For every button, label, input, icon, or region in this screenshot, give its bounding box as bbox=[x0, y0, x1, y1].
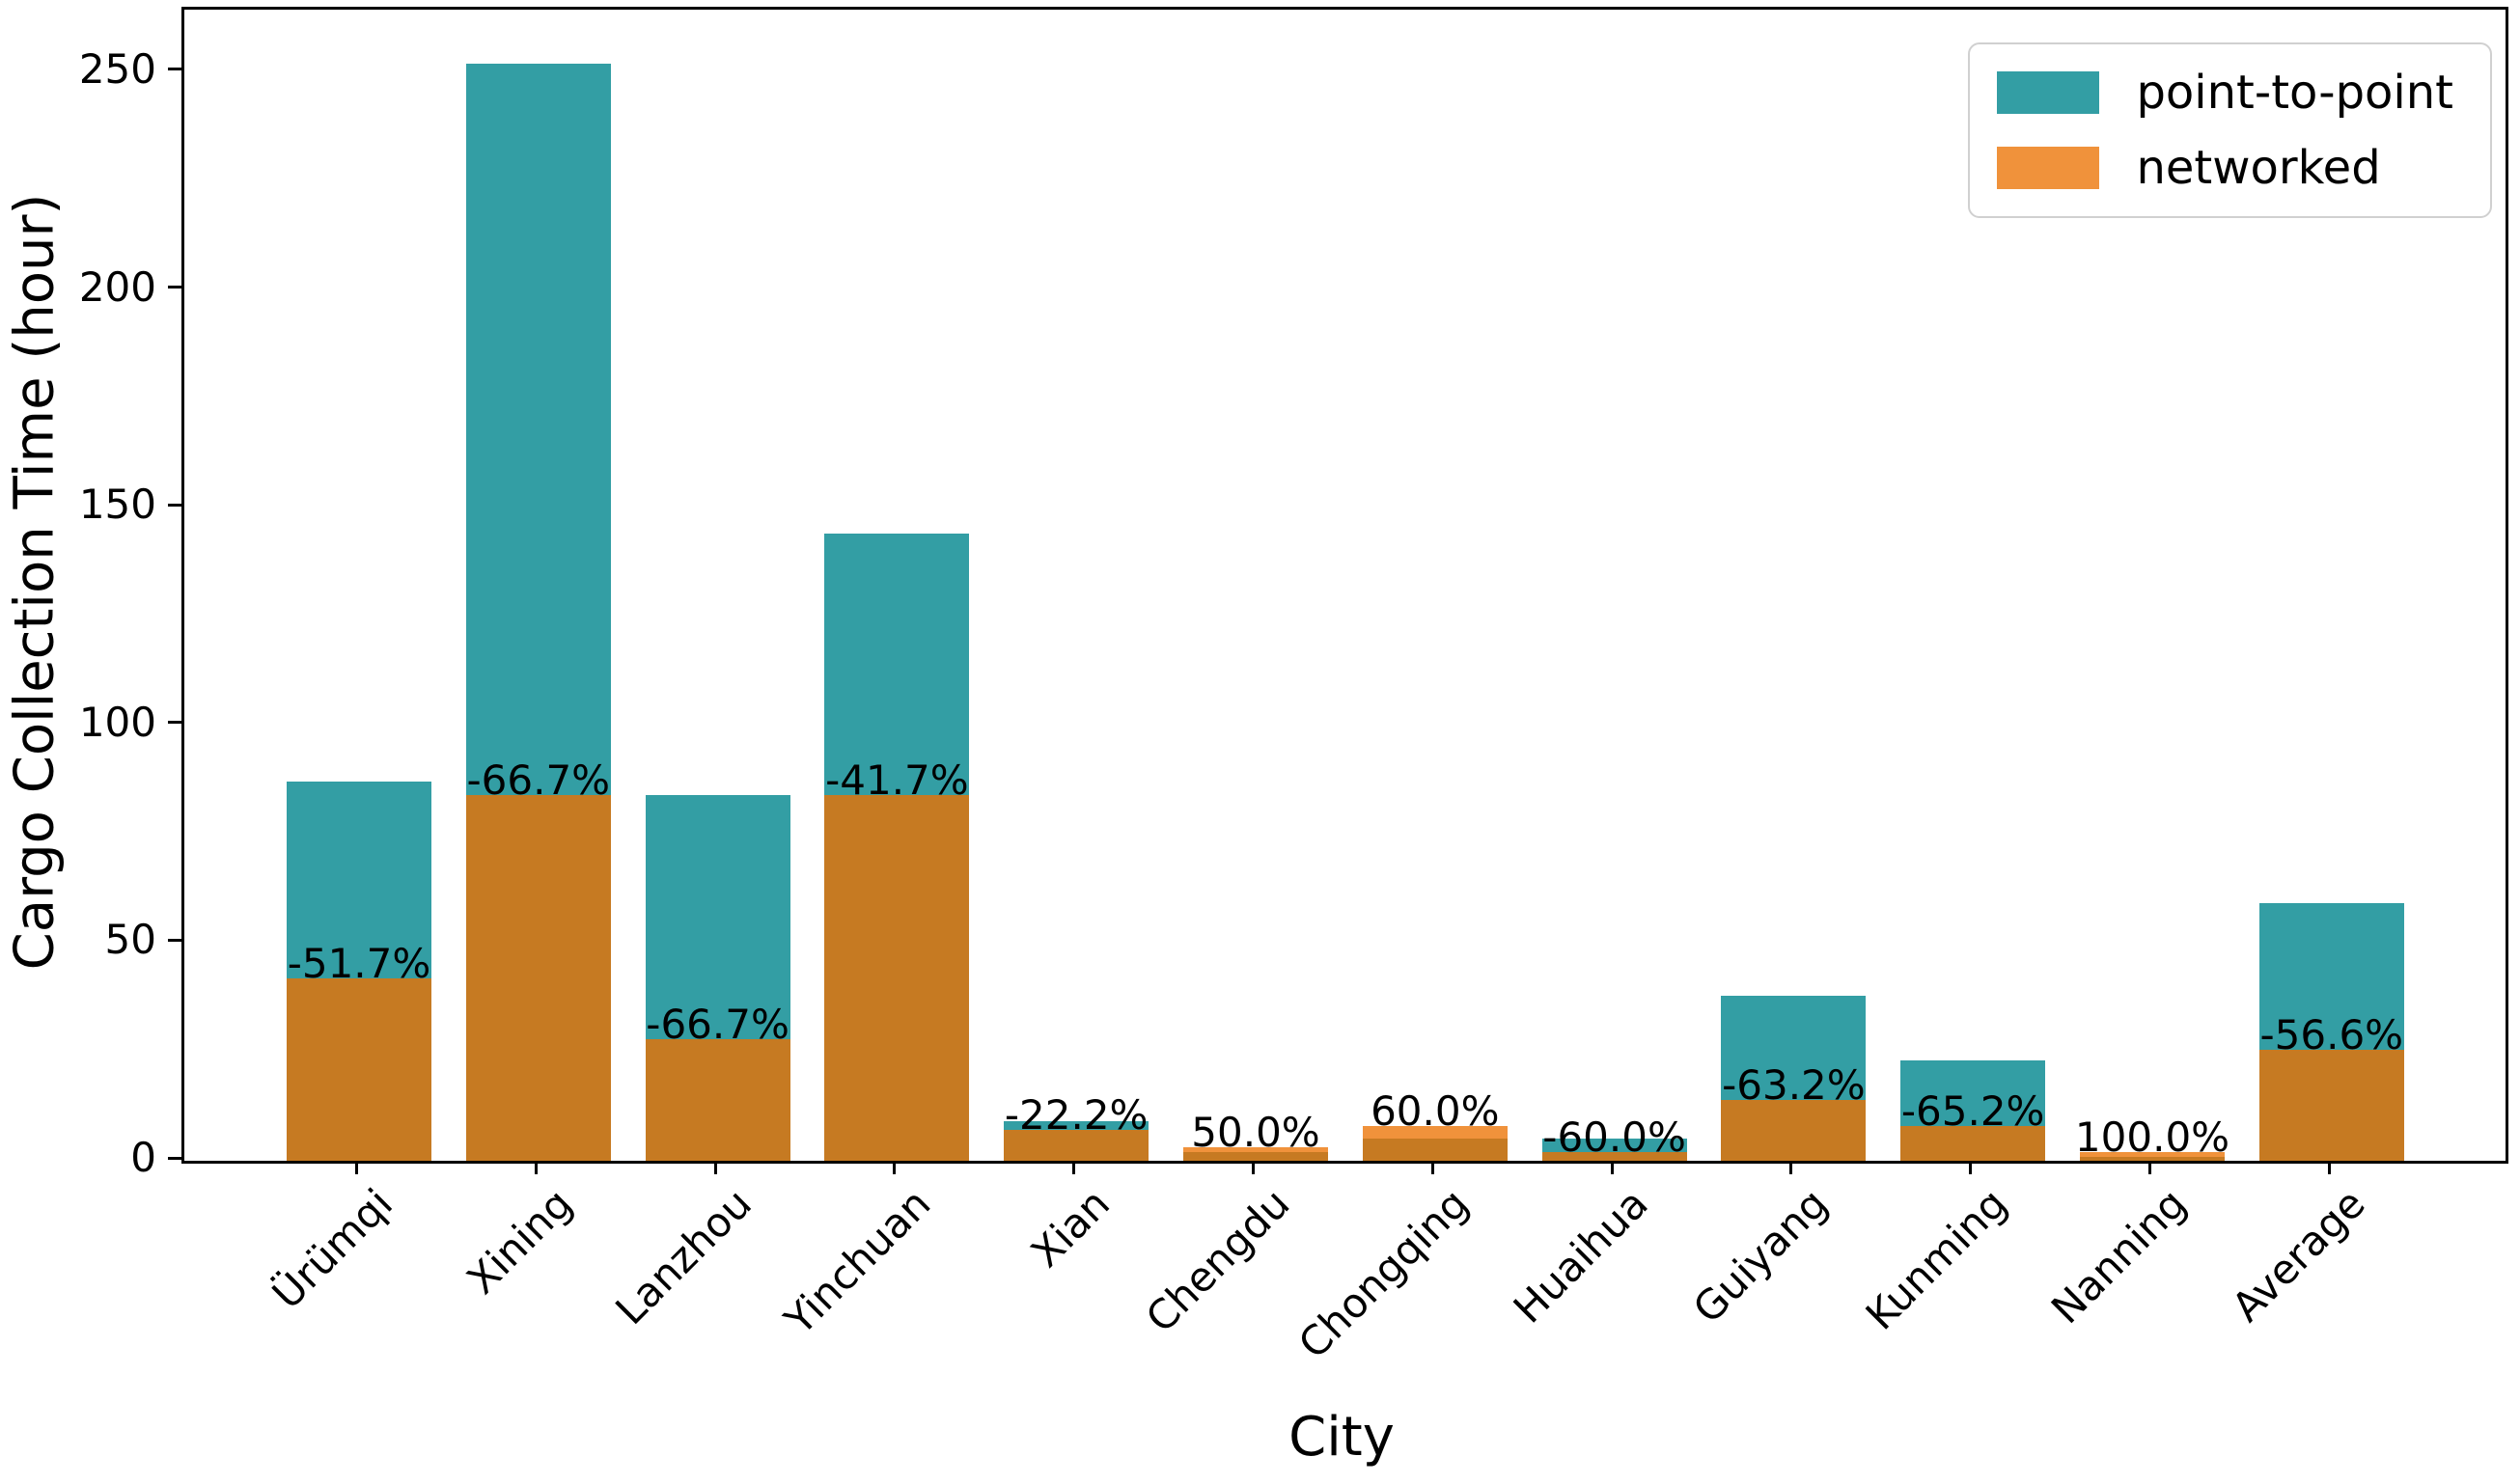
bar-overlap-Chengdu bbox=[1183, 1151, 1328, 1161]
bar-overlap-Guiyang bbox=[1721, 1099, 1867, 1161]
x-tick-mark-Yinchuan bbox=[893, 1161, 897, 1174]
bar-point-to-point-Kunming bbox=[1900, 1060, 2046, 1126]
x-tick-label-Huaihua: Huaihua bbox=[1504, 1179, 1657, 1333]
bar-label-Kunming: -65.2% bbox=[1900, 1086, 2045, 1135]
x-tick-mark-Xining bbox=[534, 1161, 538, 1174]
x-tick-mark-Chengdu bbox=[1252, 1161, 1255, 1174]
x-tick-label-Ürümqi: Ürümqi bbox=[263, 1179, 402, 1319]
y-axis-label: Cargo Collection Time (hour) bbox=[3, 193, 67, 971]
legend-label-point-to-point: point-to-point bbox=[2136, 66, 2453, 120]
y-tick-mark-100 bbox=[168, 721, 181, 725]
bar-overlap-Kunming bbox=[1900, 1125, 2046, 1161]
bar-overlap-Xian bbox=[1004, 1130, 1149, 1161]
y-tick-mark-0 bbox=[168, 1156, 181, 1160]
x-tick-label-Lanzhou: Lanzhou bbox=[606, 1179, 761, 1334]
x-tick-label-Chengdu: Chengdu bbox=[1136, 1179, 1299, 1342]
x-tick-label-Xining: Xining bbox=[457, 1179, 582, 1304]
x-tick-label-Guiyang: Guiyang bbox=[1683, 1179, 1837, 1333]
bar-networked-Chongqing bbox=[1362, 1125, 1508, 1140]
bar-label-Ürümqi: -51.7% bbox=[287, 939, 431, 987]
legend-item-networked: networked bbox=[1997, 143, 2453, 193]
bar-label-Yinchuan: -41.7% bbox=[825, 756, 969, 804]
y-tick-mark-150 bbox=[168, 503, 181, 507]
x-tick-label-Yinchuan: Yinchuan bbox=[775, 1179, 940, 1344]
y-tick-label-50: 50 bbox=[104, 916, 156, 964]
bar-label-Average: -56.6% bbox=[2259, 1010, 2404, 1058]
bar-point-to-point-Xian bbox=[1004, 1121, 1149, 1131]
legend-item-point-to-point: point-to-point bbox=[1997, 68, 2453, 118]
x-tick-mark-Nanning bbox=[2148, 1161, 2151, 1174]
bar-label-Nanning: 100.0% bbox=[2074, 1113, 2230, 1161]
bar-networked-Nanning bbox=[2080, 1152, 2225, 1157]
y-tick-label-250: 250 bbox=[78, 44, 156, 93]
y-tick-mark-250 bbox=[168, 68, 181, 71]
x-tick-label-Average: Average bbox=[2223, 1179, 2375, 1332]
legend-swatch-point-to-point bbox=[1997, 71, 2100, 114]
x-tick-mark-Lanzhou bbox=[713, 1161, 717, 1174]
legend: point-to-point networked bbox=[1968, 42, 2492, 218]
x-tick-mark-Average bbox=[2327, 1161, 2331, 1174]
x-tick-label-Nanning: Nanning bbox=[2041, 1179, 2196, 1333]
bar-overlap-Chongqing bbox=[1362, 1139, 1508, 1161]
bar-point-to-point-Average bbox=[2258, 903, 2404, 1050]
bar-point-to-point-Guiyang bbox=[1721, 995, 1867, 1100]
bar-label-Chengdu: 50.0% bbox=[1191, 1109, 1320, 1157]
bar-overlap-Ürümqi bbox=[287, 977, 431, 1161]
bar-point-to-point-Xining bbox=[465, 63, 611, 795]
bar-overlap-Xining bbox=[465, 794, 611, 1161]
y-tick-label-150: 150 bbox=[78, 481, 156, 529]
legend-label-networked: networked bbox=[2136, 141, 2381, 195]
bar-point-to-point-Ürümqi bbox=[287, 782, 431, 978]
x-tick-mark-Ürümqi bbox=[355, 1161, 358, 1174]
bar-overlap-Yinchuan bbox=[824, 794, 970, 1161]
bar-networked-Chengdu bbox=[1183, 1147, 1328, 1152]
bar-overlap-Lanzhou bbox=[645, 1038, 790, 1161]
bar-point-to-point-Lanzhou bbox=[645, 795, 790, 1039]
x-tick-mark-Kunming bbox=[1969, 1161, 1973, 1174]
x-tick-mark-Xian bbox=[1072, 1161, 1076, 1174]
legend-swatch-networked bbox=[1997, 147, 2100, 189]
bar-label-Chongqing: 60.0% bbox=[1371, 1086, 1500, 1135]
bar-point-to-point-Yinchuan bbox=[824, 534, 970, 795]
bar-label-Huaihua: -60.0% bbox=[1542, 1113, 1686, 1161]
x-tick-label-Chongqing: Chongqing bbox=[1289, 1179, 1479, 1368]
y-tick-label-100: 100 bbox=[78, 698, 156, 746]
bar-overlap-Average bbox=[2258, 1049, 2404, 1161]
plot-area: point-to-point networked -51.7% -66.7% -66… bbox=[181, 7, 2508, 1164]
bar-overlap-Nanning bbox=[2080, 1156, 2225, 1161]
bar-label-Lanzhou: -66.7% bbox=[646, 1000, 789, 1048]
bar-label-Guiyang: -63.2% bbox=[1722, 1060, 1866, 1109]
bar-point-to-point-Huaihua bbox=[1541, 1139, 1687, 1152]
bar-label-Xining: -66.7% bbox=[466, 756, 611, 804]
x-axis-label: City bbox=[1288, 1406, 1395, 1469]
y-tick-mark-50 bbox=[168, 938, 181, 942]
y-tick-label-200: 200 bbox=[78, 262, 156, 311]
x-tick-label-Kunming: Kunming bbox=[1856, 1179, 2016, 1339]
x-tick-mark-Huaihua bbox=[1610, 1161, 1614, 1174]
x-tick-mark-Chongqing bbox=[1430, 1161, 1434, 1174]
bar-overlap-Huaihua bbox=[1541, 1151, 1687, 1161]
x-tick-mark-Guiyang bbox=[1789, 1161, 1793, 1174]
x-tick-label-Xian: Xian bbox=[1022, 1179, 1120, 1277]
bar-label-Xian: -22.2% bbox=[1004, 1091, 1149, 1140]
y-tick-mark-200 bbox=[168, 286, 181, 289]
y-tick-label-0: 0 bbox=[130, 1134, 156, 1181]
